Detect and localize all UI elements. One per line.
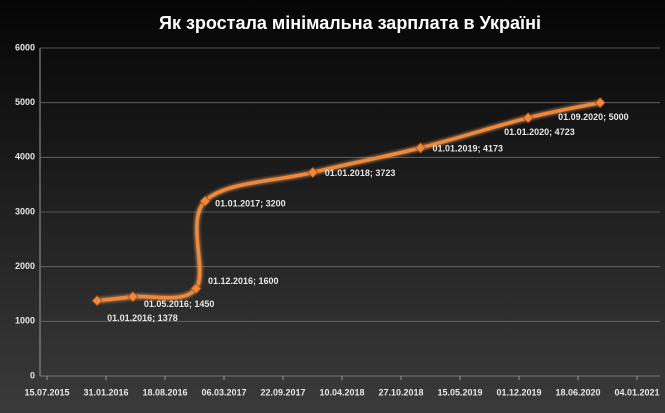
line (96, 100, 601, 303)
marker (91, 295, 103, 307)
y-tick-label: 1000 (15, 316, 35, 326)
y-tick-label: 4000 (15, 152, 35, 162)
data-label: 01.01.2016; 1378 (107, 313, 178, 323)
data-label: 01.01.2018; 3723 (325, 168, 396, 178)
marker (199, 195, 211, 207)
x-tick-label: 31.01.2016 (83, 387, 128, 397)
data-label: 01.01.2017; 3200 (215, 198, 286, 208)
marker (190, 282, 202, 295)
data-label: 01.12.2016; 1600 (208, 276, 279, 286)
x-tick-label: 15.05.2019 (437, 387, 482, 397)
x-tick-label: 15.07.2015 (24, 387, 69, 397)
x-tick-label: 18.06.2020 (555, 387, 600, 397)
y-tick-label: 0 (30, 370, 35, 380)
x-tick-label: 10.04.2018 (319, 387, 364, 397)
x-tick-label: 01.12.2019 (496, 387, 541, 397)
x-tick-label: 04.01.2021 (614, 387, 659, 397)
marker (414, 142, 427, 154)
y-tick-label: 3000 (15, 206, 35, 216)
x-tick-label: 22.09.2017 (260, 387, 305, 397)
marker (307, 166, 319, 179)
data-label: 01.01.2020; 4723 (504, 127, 575, 137)
y-tick-label: 6000 (15, 42, 35, 52)
y-tick-label: 5000 (15, 97, 35, 107)
data-label: 01.09.2020; 5000 (558, 112, 629, 122)
data-label: 01.01.2019; 4173 (432, 143, 503, 153)
marker (127, 291, 139, 303)
data-label: 01.05.2016; 1450 (144, 299, 215, 309)
y-tick-label: 2000 (15, 261, 35, 271)
x-tick-label: 06.03.2017 (201, 387, 246, 397)
marker (522, 112, 534, 124)
x-tick-label: 27.10.2018 (378, 387, 423, 397)
chart-title: Як зростала мінімальна зарплата в Україн… (159, 13, 541, 33)
x-tick-label: 18.08.2016 (142, 387, 187, 397)
marker (594, 97, 606, 109)
